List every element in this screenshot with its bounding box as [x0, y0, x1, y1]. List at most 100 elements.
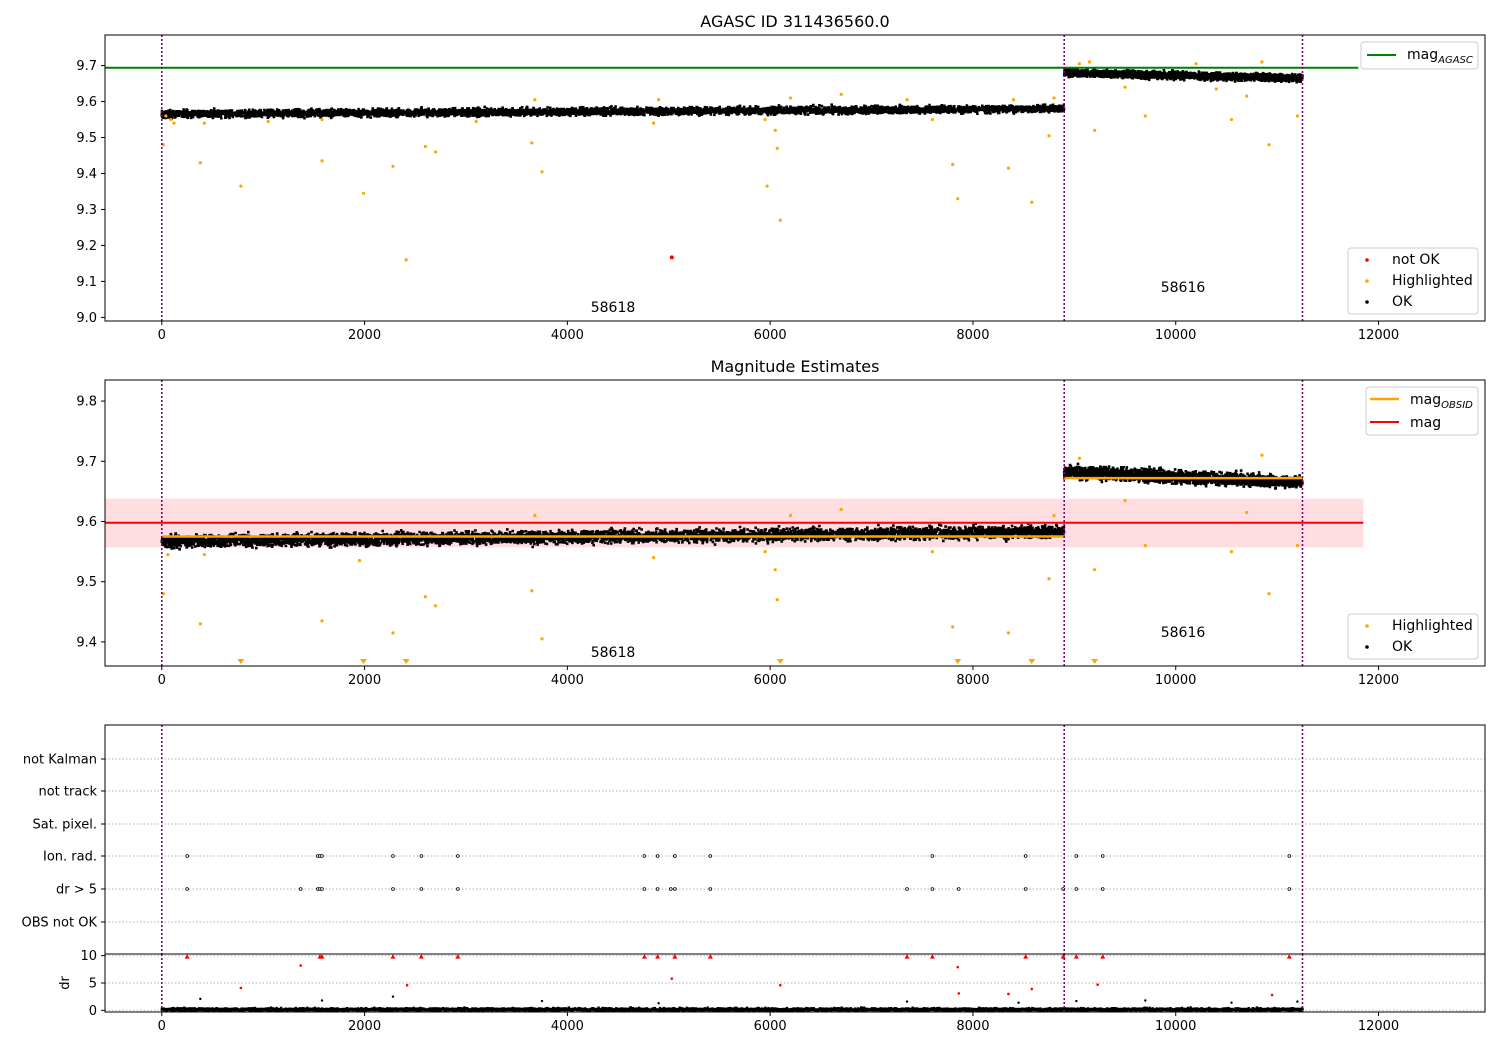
flag-marker	[642, 854, 647, 858]
y-tick-label: 9.7	[76, 59, 97, 74]
x-tick-label: 12000	[1358, 1019, 1399, 1034]
highlighted-point	[651, 121, 656, 125]
highlighted-point	[788, 96, 793, 100]
flag-marker	[673, 854, 677, 858]
y-tick-label: 10	[80, 949, 97, 964]
y-tick-label: 9.3	[76, 203, 97, 218]
dr-points	[160, 1006, 1304, 1012]
highlighted-point	[1052, 513, 1056, 518]
y-tick-label: not Kalman	[23, 753, 97, 768]
highlighted-point	[1194, 62, 1198, 66]
flag-marker	[708, 854, 713, 858]
dr-clipped-marker	[707, 954, 713, 959]
legend-marker	[1365, 624, 1369, 628]
y-tick-label: Ion. rad.	[43, 850, 97, 865]
dr-flagged-point	[239, 986, 243, 990]
dr-clipped-marker	[418, 954, 424, 959]
x-tick-label: 12000	[1358, 328, 1399, 343]
panel-dr: 0 2000 4000 6000 8000 10000 12000 0 5 10 dr	[58, 949, 1486, 1034]
legend-marker	[1365, 279, 1369, 283]
dr-outlier-point	[1230, 1001, 1233, 1004]
flag-marker	[419, 854, 424, 858]
highlighted-point	[1047, 577, 1051, 581]
y-tick-label: 5	[89, 977, 97, 992]
highlighted-point	[1030, 200, 1034, 204]
highlighted-point	[320, 159, 324, 163]
dr-flagged-point	[299, 964, 302, 967]
highlighted-point	[320, 619, 324, 623]
below-range-marker	[237, 659, 245, 664]
legend-lines: magOBSID mag	[1365, 386, 1479, 436]
highlighted-point	[239, 184, 243, 188]
flag-marker	[1074, 887, 1079, 891]
axes-frame	[104, 379, 1486, 667]
highlighted-point	[1295, 543, 1300, 548]
chart-title: AGASC ID 311436560.0	[700, 12, 889, 31]
y-tick-label: 9.0	[76, 311, 97, 326]
highlighted-point	[1229, 117, 1234, 122]
flag-marker	[708, 887, 713, 891]
obsid-label: 58616	[1161, 625, 1206, 641]
flag-marker	[930, 887, 935, 891]
x-tick-label: 4000	[551, 1019, 584, 1034]
legend-marker	[1365, 300, 1369, 304]
highlighted-point	[1260, 453, 1264, 457]
y-tick-label: 9.4	[76, 167, 97, 182]
flag-marker	[1074, 854, 1079, 858]
axes-frame	[104, 34, 1486, 322]
highlighted-point	[773, 568, 777, 572]
y-tick-label: OBS not OK	[22, 916, 98, 931]
flag-marker	[930, 854, 935, 858]
y-tick-label: 0	[89, 1004, 97, 1019]
highlighted-point	[198, 622, 202, 626]
x-tick-label: 2000	[348, 328, 381, 343]
dr-clipped-marker	[929, 954, 935, 959]
ok-points	[160, 103, 1066, 120]
highlighted-point	[1077, 456, 1082, 460]
highlighted-point	[391, 164, 395, 168]
flag-marker	[1023, 887, 1028, 891]
dr-outlier-point	[199, 997, 202, 1001]
highlighted-point	[651, 556, 656, 560]
x-tick-label: 0	[158, 1019, 166, 1034]
y-tick-label: not track	[38, 785, 97, 800]
highlighted-point	[172, 121, 176, 125]
flag-marker	[456, 887, 460, 891]
highlighted-point	[951, 625, 955, 629]
obsid-label: 58616	[1161, 280, 1206, 296]
highlighted-point	[423, 144, 428, 149]
dr-flagged-point	[957, 992, 961, 995]
dr-clipped-marker	[455, 954, 461, 959]
highlighted-point	[391, 631, 395, 635]
legend-label: OK	[1392, 639, 1413, 655]
chart-title: Magnitude Estimates	[711, 357, 880, 376]
flag-marker	[1100, 887, 1105, 891]
x-tick-label: 0	[158, 673, 166, 688]
dr-clipped-marker	[1023, 954, 1029, 959]
flag-marker	[668, 887, 673, 891]
highlighted-point	[839, 507, 843, 512]
flag-marker	[185, 854, 189, 858]
legend-marker	[1365, 258, 1369, 262]
legend-subscript: AGASC	[1437, 55, 1473, 66]
dr-clipped-marker	[672, 954, 678, 959]
dr-clipped-marker	[641, 954, 647, 959]
y-tick-label: dr > 5	[56, 883, 97, 898]
legend-points: Highlighted OK	[1347, 613, 1479, 660]
legend-points: not OK Highlighted OK	[1347, 247, 1479, 315]
flag-marker	[391, 887, 395, 891]
legend-subscript: OBSID	[1441, 400, 1473, 411]
flag-marker	[320, 854, 324, 858]
highlighted-point	[1267, 592, 1271, 596]
flag-marker	[456, 854, 460, 858]
flag-marker	[419, 887, 424, 891]
x-tick-label: 10000	[1155, 1019, 1196, 1034]
svg-text:magAGASC: magAGASC	[1407, 47, 1473, 66]
dr-clipped-marker	[390, 954, 396, 959]
flag-marker	[905, 887, 909, 891]
y-tick-label: 9.1	[76, 275, 97, 290]
x-tick-label: 8000	[956, 328, 989, 343]
highlighted-point	[1123, 85, 1127, 89]
flag-marker	[1287, 854, 1292, 858]
